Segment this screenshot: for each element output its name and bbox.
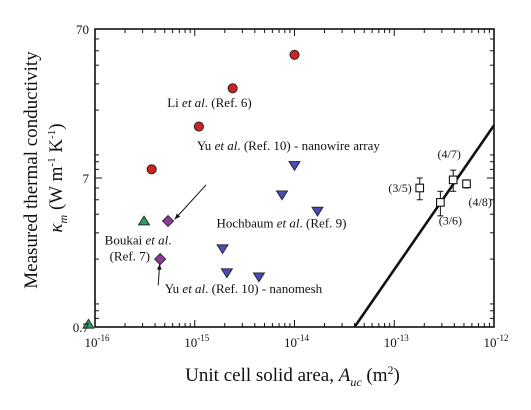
annotation-boukai-1: Boukai et al. (105, 233, 172, 248)
x-axis-label: Unit cell solid area, Auc (m2) (185, 363, 400, 389)
data-point-boukai (82, 318, 95, 329)
data-point-hochbaum (311, 206, 324, 217)
data-point-li (289, 49, 300, 60)
arrowhead-yu-mesh (156, 264, 162, 270)
annotation-hochbaum: Hochbaum et al. (Ref. 9) (216, 216, 346, 231)
axes (94, 28, 495, 328)
data-label: (3/6) (439, 213, 462, 227)
data-point-this_work (462, 179, 471, 189)
data-label: (3/5) (388, 181, 411, 195)
annotation-li: Li et al. (Ref. 6) (167, 95, 252, 110)
data-point-this_work (415, 183, 425, 193)
data-point-boukai (137, 215, 151, 226)
data-point-li (193, 121, 204, 132)
x-tick-label: 10-12 (484, 333, 509, 350)
annotation-yu-mesh: Yu et al. (Ref. 10) - nanomesh (165, 281, 323, 296)
x-tick-label: 10-13 (384, 333, 409, 350)
data-point-hochbaum (252, 272, 266, 283)
axis-labels: 10-16 10-15 10-14 10-13 10-12 0.7 7 70 Unit cell… (21, 22, 509, 389)
data-point-yu (154, 252, 167, 266)
trend-line (353, 124, 494, 327)
annotation-boukai-2: (Ref. 7) (110, 249, 150, 264)
marker-layer: (3/5) (3/6) (4/7) (4/8) (82, 49, 492, 329)
data-label: (4/8) (468, 195, 491, 209)
data-point-hochbaum (275, 190, 289, 201)
y-axis-label-line2: κm (W m-1 K-1) (46, 123, 70, 232)
data-point-hochbaum (220, 268, 234, 279)
annotation-layer: Li et al. (Ref. 6) Yu et al. (Ref. 10) - … (105, 95, 381, 296)
annotation-yu-array: Yu et al. (Ref. 10) - nanowire array (197, 138, 381, 153)
data-point-yu (161, 214, 175, 228)
data-point-hochbaum (288, 161, 301, 172)
x-tick-label: 10-15 (184, 333, 209, 350)
arrow-yu-array (174, 184, 207, 220)
data-point-li (146, 164, 157, 175)
data-point-li (227, 83, 238, 94)
fit-line-layer (353, 124, 494, 327)
y-tick-label: 70 (76, 22, 89, 37)
data-point-hochbaum (216, 244, 229, 255)
x-tick-label: 10-14 (284, 333, 309, 350)
x-tick-label: 10-16 (85, 333, 110, 350)
arrowhead-yu-array (174, 213, 181, 220)
data-point-this_work (448, 175, 458, 185)
data-label: (4/7) (438, 147, 461, 161)
data-point-this_work (436, 198, 445, 207)
y-tick-label: 0.7 (73, 320, 90, 335)
y-tick-label: 7 (83, 171, 90, 186)
y-axis-label-line1: Measured thermal conductivity (21, 51, 42, 289)
